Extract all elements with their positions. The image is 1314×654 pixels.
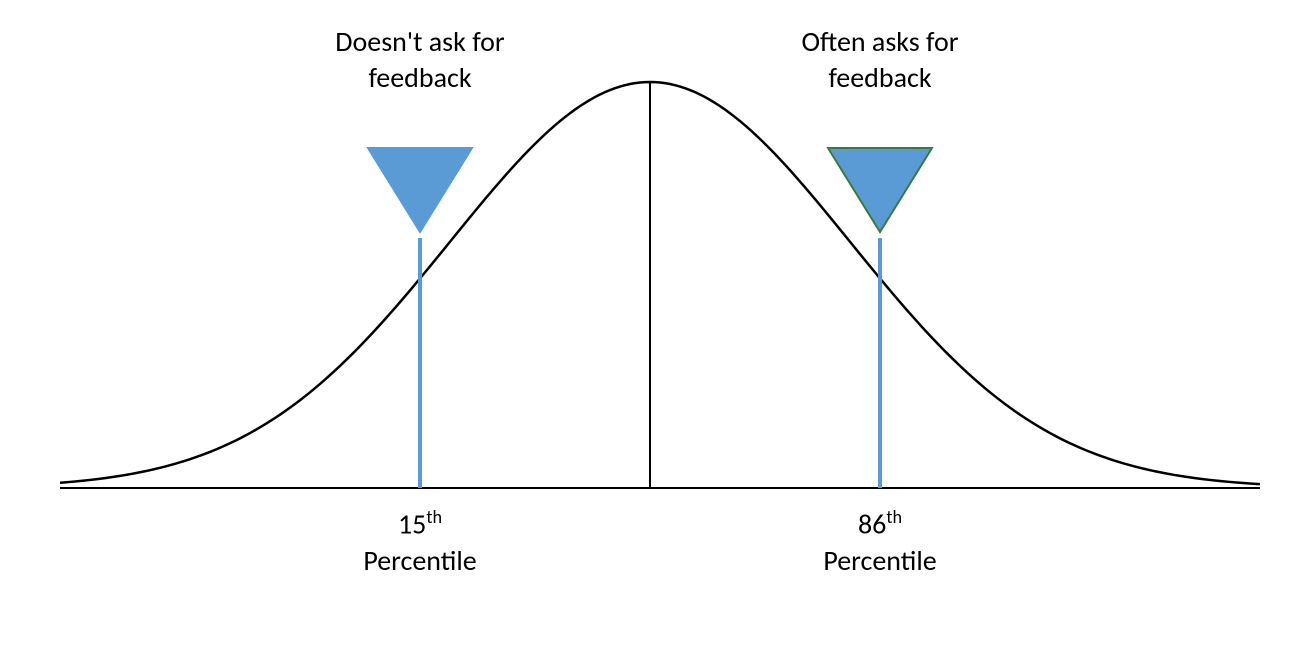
right-percentile-number: 86 — [858, 506, 886, 541]
right-triangle-marker — [828, 148, 932, 232]
left-triangle-marker — [368, 148, 472, 232]
right-bottom-label: 86th Percentile — [815, 506, 945, 579]
left-percentile-suffix: th — [426, 506, 442, 528]
right-percentile-suffix: th — [886, 506, 902, 528]
left-bottom-label: 15th Percentile — [355, 506, 485, 579]
normal-distribution-diagram: Doesn't ask for feedback Often asks for … — [0, 0, 1314, 654]
chart-svg — [0, 0, 1314, 654]
left-top-label-line1: Doesn't ask for — [335, 24, 504, 59]
left-top-label-line2: feedback — [368, 60, 471, 95]
left-top-label: Doesn't ask for feedback — [300, 24, 540, 97]
bell-curve — [60, 82, 1260, 484]
left-percentile-word: Percentile — [363, 543, 476, 578]
right-top-label: Often asks for feedback — [760, 24, 1000, 97]
left-percentile-number: 15 — [398, 506, 426, 541]
right-percentile-word: Percentile — [823, 543, 936, 578]
right-top-label-line2: feedback — [828, 60, 931, 95]
right-top-label-line1: Often asks for — [801, 24, 958, 59]
